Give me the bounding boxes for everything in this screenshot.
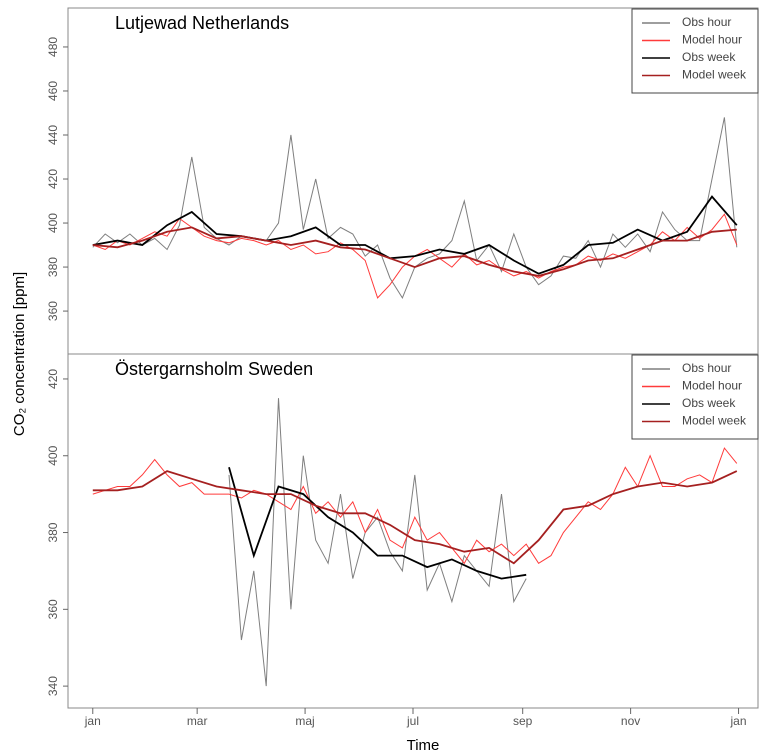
series-line (228, 467, 527, 580)
x-tick-label: mar (187, 714, 208, 728)
y-tick-label: 400 (46, 213, 60, 233)
legend-label: Model week (682, 414, 747, 428)
y-tick-label: 360 (46, 599, 60, 619)
x-axis-label: Time (407, 737, 440, 754)
legend-label: Obs hour (682, 15, 731, 29)
x-tick-label: maj (295, 714, 314, 728)
x-tick-label: sep (513, 714, 533, 728)
x-tick-label: jul (406, 714, 419, 728)
series-line (92, 226, 737, 277)
y-tick-label: 440 (46, 125, 60, 145)
x-tick-label: jan (730, 714, 747, 728)
y-tick-label: 360 (46, 301, 60, 321)
legend-label: Model hour (682, 33, 742, 47)
y-tick-label: 380 (46, 522, 60, 542)
x-tick-label: nov (621, 714, 640, 728)
series-line (92, 195, 738, 275)
legend-label: Model hour (682, 379, 742, 393)
panel-title: Östergarnsholm Sweden (115, 359, 313, 379)
series-line (92, 447, 738, 565)
panel-title: Lutjewad Netherlands (115, 13, 289, 33)
legend-label: Model week (682, 68, 747, 82)
y-tick-label: 420 (46, 369, 60, 389)
y-tick-label: 480 (46, 37, 60, 57)
series-line (92, 470, 738, 565)
y-tick-label: 380 (46, 257, 60, 277)
y-tick-label: 420 (46, 169, 60, 189)
x-tick-label: jan (84, 714, 101, 728)
y-axis-label: CO₂ concentration [ppm] (11, 272, 28, 436)
y-tick-label: 400 (46, 445, 60, 465)
legend-label: Obs week (682, 50, 736, 64)
y-tick-label: 340 (46, 676, 60, 696)
legend-label: Obs week (682, 396, 736, 410)
legend-label: Obs hour (682, 361, 731, 375)
y-tick-label: 460 (46, 81, 60, 101)
